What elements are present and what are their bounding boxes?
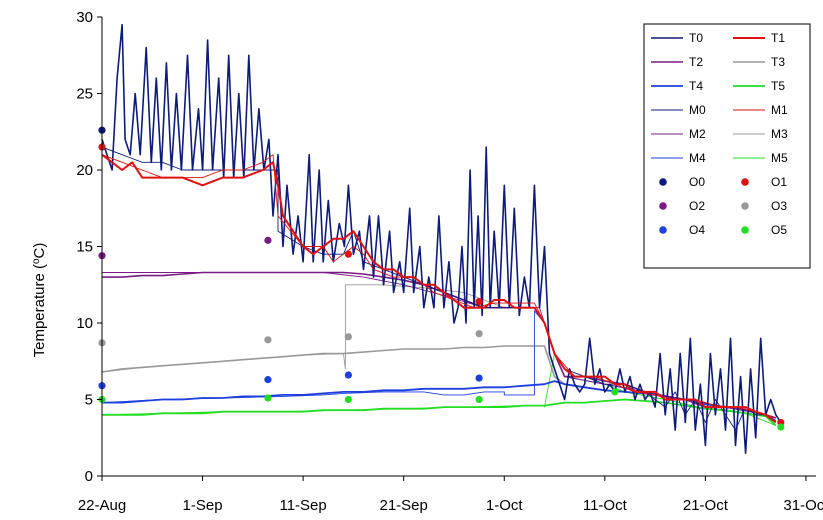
legend-label-o5: O5	[771, 223, 787, 237]
marker-point-o5	[344, 395, 352, 404]
marker-point-o4	[344, 371, 352, 379]
y-tick-labels: 0 5 10 15 20 25 30	[76, 9, 93, 485]
series-line-t0	[101, 23, 782, 454]
legend-label-o2: O2	[689, 199, 705, 213]
marker-point-o3	[344, 333, 352, 341]
marker-point-o2	[264, 236, 272, 244]
legend-swatch-o3	[741, 202, 749, 210]
legend-swatch-o1	[741, 178, 749, 186]
y-tick-label: 20	[76, 162, 93, 179]
x-tick-label: 21-Oct	[683, 497, 729, 514]
marker-point-o5	[264, 394, 272, 402]
y-tick-label: 25	[76, 86, 93, 103]
x-tick-label: 1-Sep	[183, 497, 223, 514]
series-line-m0	[101, 146, 776, 431]
marker-point-o1	[475, 297, 483, 306]
legend-label-o3: O3	[771, 199, 787, 213]
legend-swatch-o0	[659, 178, 667, 186]
legend-swatch-o2	[659, 202, 667, 210]
x-tick-label: 22-Aug	[78, 497, 126, 514]
legend-label-o4: O4	[689, 223, 705, 237]
marker-point-o5	[611, 388, 619, 396]
legend-label-t4: T4	[689, 79, 703, 93]
series-line-m5	[101, 353, 776, 426]
y-tick-label: 0	[85, 468, 93, 485]
x-tick-labels: 22-Aug 1-Sep 11-Sep 21-Sep 1-Oct 11-Oct 21-Oct…	[78, 497, 823, 514]
legend-label-t5: T5	[771, 79, 785, 93]
y-tick-label: 5	[85, 392, 93, 409]
legend-label-t3: T3	[771, 55, 785, 69]
marker-point-o4	[264, 376, 272, 384]
x-tick-label: 1-Oct	[486, 497, 524, 514]
legend-label-m2: M2	[689, 127, 706, 141]
legend-label-m4: M4	[689, 151, 706, 165]
series-line-t1	[101, 153, 777, 424]
legend-label-t2: T2	[689, 55, 703, 69]
y-axis-label: Temperature (oC)	[31, 243, 48, 358]
plot-area	[98, 23, 785, 454]
legend-swatch-o5	[741, 226, 749, 234]
legend-box	[643, 23, 811, 269]
y-tick-label: 15	[76, 239, 93, 256]
legend-label-m1: M1	[771, 103, 788, 117]
x-tick-label: 31-Oct	[783, 497, 823, 514]
x-tick-label: 11-Oct	[583, 497, 628, 514]
marker-point-o3	[475, 330, 483, 338]
legend-label-m5: M5	[771, 151, 788, 165]
y-tick-label: 10	[76, 315, 93, 332]
marker-point-o4	[475, 374, 483, 382]
legend-label-o0: O0	[689, 175, 705, 189]
legend-label-o1: O1	[771, 175, 787, 189]
marker-point-o1	[344, 250, 352, 258]
x-tick-label: 21-Sep	[380, 497, 428, 514]
marker-point-o5	[475, 395, 483, 404]
y-tick-label: 30	[76, 9, 93, 26]
x-tick-label: 11-Sep	[279, 497, 326, 514]
legend: T0 T1 T2 T3 T4 T5 M0 M1 M2 M3 M4 M5 O0 O1 O2 O3 O4 O5	[643, 23, 811, 269]
legend-swatch-o4	[659, 226, 667, 234]
legend-label-m0: M0	[689, 103, 706, 117]
legend-label-t1: T1	[771, 31, 785, 45]
marker-point-o3	[264, 336, 272, 344]
legend-label-t0: T0	[689, 31, 703, 45]
legend-label-m3: M3	[771, 127, 788, 141]
marker-point-o5	[777, 423, 785, 431]
axes	[97, 16, 816, 481]
